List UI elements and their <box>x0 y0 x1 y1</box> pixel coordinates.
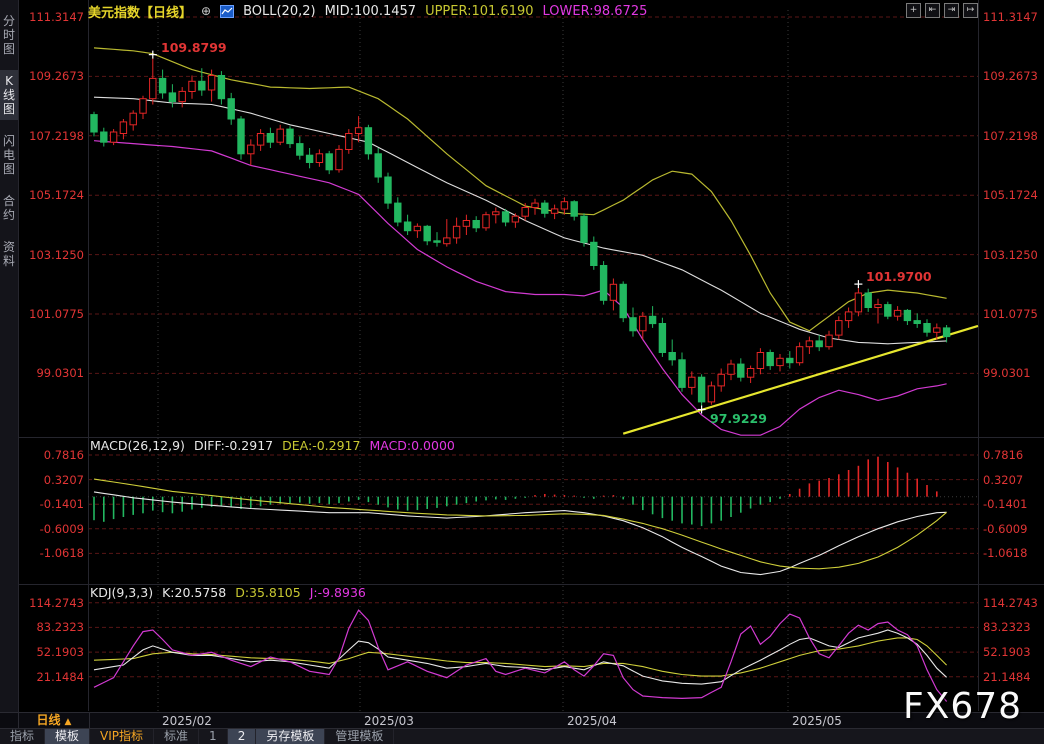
time-axis-bar: 日线 ▲ 2025/02 2025/03 2025/04 2025/05 <box>0 712 1044 728</box>
sidebar-item-tab[interactable]: 合约 <box>2 194 15 222</box>
axis-label: 0.3207 <box>43 473 84 487</box>
time-axis-label: 2025/05 <box>792 714 842 728</box>
kdj-k-value: K:20.5758 <box>162 585 227 600</box>
link-icon[interactable]: ⊕ <box>201 4 212 18</box>
axis-label: -0.6009 <box>983 522 1028 536</box>
boll-lower-value: LOWER:98.6725 <box>542 3 648 19</box>
sidebar-item-tab[interactable]: 资料 <box>2 240 15 268</box>
bottom-tab[interactable]: 标准 <box>154 729 200 744</box>
kdj-header: KDJ(9,3,3) K:20.5758 D:35.8105 J:-9.8936 <box>90 585 366 600</box>
axis-label: 111.3147 <box>29 10 84 24</box>
axis-compress-right-icon[interactable]: ⇥ <box>944 3 959 18</box>
axis-label: 83.2323 <box>983 620 1031 634</box>
price-annotation: 101.9700 <box>866 269 932 284</box>
chart-header: 美元指数【日线】 ⊕ BOLL(20,2) MID:100.1457 UPPER… <box>88 2 648 21</box>
axis-label: 111.3147 <box>983 10 1038 24</box>
axis-label: -0.1401 <box>983 497 1028 511</box>
axis-label: 99.0301 <box>983 366 1031 380</box>
pan-icon[interactable]: + <box>906 3 921 18</box>
axis-label: 101.0775 <box>983 307 1038 321</box>
axis-label: 101.0775 <box>29 307 84 321</box>
axis-label: 21.1484 <box>36 670 84 684</box>
boll-mid-value: MID:100.1457 <box>324 3 417 19</box>
boll-upper-value: UPPER:101.6190 <box>425 3 534 19</box>
axis-label: 109.2673 <box>29 69 84 83</box>
axis-label: 0.7816 <box>43 448 84 462</box>
bottom-tab[interactable]: VIP指标 <box>90 729 155 744</box>
chart-toolbar: + ⇤ ⇥ ↦ <box>906 3 978 18</box>
bottom-tab[interactable]: 1 <box>199 729 228 744</box>
bottom-tab-bar: 指标 模板 VIP指标 标准 1 2 另存模板 管理模板 <box>0 728 1044 744</box>
axis-label: -1.0618 <box>983 546 1028 560</box>
axis-label: 109.2673 <box>983 69 1038 83</box>
price-annotation: 97.9229 <box>710 411 767 426</box>
axis-label: 105.1724 <box>983 188 1038 202</box>
bottom-tab[interactable]: 另存模板 <box>256 729 326 744</box>
axis-label: 52.1903 <box>983 645 1031 659</box>
period-selector[interactable]: 日线 ▲ <box>18 713 90 728</box>
macd-macd-value: MACD:0.0000 <box>369 438 455 453</box>
axis-label: 114.2743 <box>983 596 1038 610</box>
sidebar-item-tab[interactable]: 分时图 <box>2 14 15 56</box>
axis-label: 21.1484 <box>983 670 1031 684</box>
macd-label: MACD(26,12,9) <box>90 438 185 453</box>
axis-label: 103.1250 <box>29 248 84 262</box>
axis-label: 83.2323 <box>36 620 84 634</box>
sidebar-item-active[interactable]: K线图 <box>0 70 18 120</box>
axis-label: 107.2198 <box>983 129 1038 143</box>
price-annotation: 109.8799 <box>161 40 227 55</box>
kdj-label: KDJ(9,3,3) <box>90 585 154 600</box>
axis-label: 99.0301 <box>36 366 84 380</box>
sidebar-item-tab[interactable]: 闪电图 <box>2 134 15 176</box>
watermark: FX678 <box>903 686 1023 727</box>
axis-label: 52.1903 <box>36 645 84 659</box>
period-arrow-icon: ▲ <box>64 717 72 727</box>
bottom-tab[interactable]: 指标 <box>0 729 46 744</box>
bottom-tab[interactable]: 管理模板 <box>325 729 395 744</box>
axis-label: -0.1401 <box>39 497 84 511</box>
mini-chart-icon[interactable] <box>220 4 235 18</box>
period-label: 日线 <box>36 713 61 727</box>
symbol-title: 美元指数【日线】 <box>88 5 193 21</box>
kdj-j-value: J:-9.8936 <box>309 585 366 600</box>
bottom-tab[interactable]: 模板 <box>45 729 91 744</box>
time-axis-label: 2025/04 <box>567 714 617 728</box>
time-axis-label: 2025/03 <box>364 714 414 728</box>
axis-label: 107.2198 <box>29 129 84 143</box>
macd-diff-value: DIFF:-0.2917 <box>193 438 274 453</box>
axis-label: -0.6009 <box>39 522 84 536</box>
axis-label: -1.0618 <box>39 546 84 560</box>
time-axis-label: 2025/02 <box>162 714 212 728</box>
bottom-tab[interactable]: 2 <box>227 729 257 744</box>
axis-label: 105.1724 <box>29 188 84 202</box>
kdj-d-value: D:35.8105 <box>235 585 301 600</box>
macd-header: MACD(26,12,9) DIFF:-0.2917 DEA:-0.2917 M… <box>90 438 455 453</box>
axis-label: 114.2743 <box>29 596 84 610</box>
macd-dea-value: DEA:-0.2917 <box>282 438 361 453</box>
boll-label: BOLL(20,2) <box>243 3 316 19</box>
pop-out-icon[interactable]: ↦ <box>963 3 978 18</box>
axis-compress-left-icon[interactable]: ⇤ <box>925 3 940 18</box>
axis-label: 0.7816 <box>983 448 1024 462</box>
sidebar: 分时图 K线图闪电图合约资料 <box>0 0 19 727</box>
axis-label: 103.1250 <box>983 248 1038 262</box>
axis-label: 0.3207 <box>983 473 1024 487</box>
